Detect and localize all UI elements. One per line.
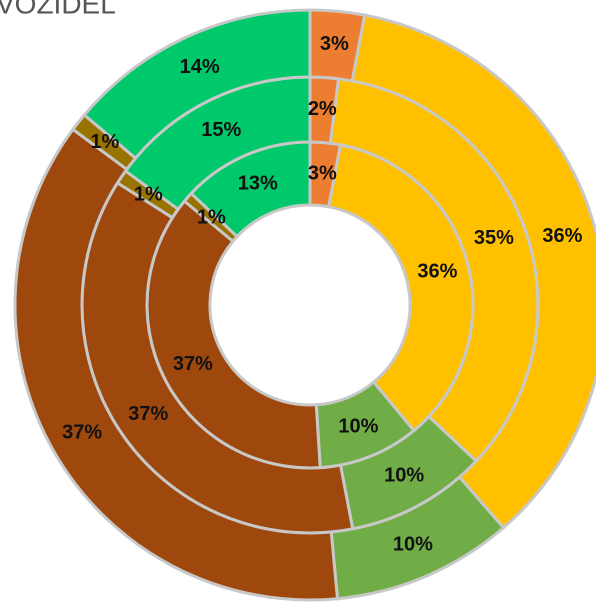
chart-title: VOZIDEL xyxy=(0,0,116,19)
data-label: 1% xyxy=(134,183,163,205)
data-label: 1% xyxy=(90,131,119,153)
data-label: 36% xyxy=(417,261,457,283)
data-label: 3% xyxy=(320,33,349,55)
data-label: 15% xyxy=(201,119,241,141)
data-label: 10% xyxy=(384,465,424,487)
data-label: 37% xyxy=(62,422,102,444)
data-label: 36% xyxy=(542,225,582,247)
donut-segment xyxy=(13,127,340,602)
donut-segment xyxy=(82,8,312,161)
data-label: 1% xyxy=(197,206,226,228)
data-label: 37% xyxy=(173,353,213,375)
data-label: 35% xyxy=(474,227,514,249)
data-label: 3% xyxy=(308,162,337,184)
donut-segment xyxy=(350,13,596,530)
data-label: 2% xyxy=(308,98,337,120)
data-label: 13% xyxy=(238,173,278,195)
data-label: 14% xyxy=(180,56,220,78)
data-label: 10% xyxy=(338,416,378,438)
data-label: 10% xyxy=(393,534,433,556)
data-label: 37% xyxy=(128,403,168,425)
